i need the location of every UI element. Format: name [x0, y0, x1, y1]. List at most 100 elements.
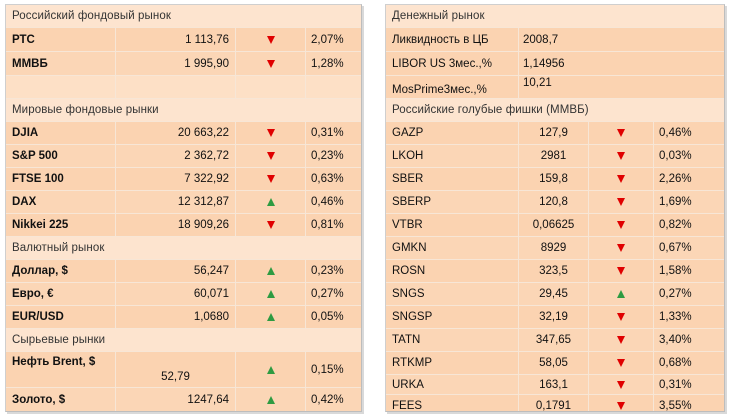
- table-row: TATN 347,65 3,40%: [386, 329, 724, 352]
- ticker-change: 0,03%: [659, 150, 692, 162]
- blue-chips-table: GAZP 127,9 0,46% LKOH 2981 0,03% SBER 159,8 2,26…: [386, 122, 724, 412]
- table-row: Доллар, $ 56,247 0,23%: [6, 260, 361, 283]
- ticker-value: 52,79: [116, 352, 236, 387]
- ticker-name: Золото, $: [6, 388, 116, 411]
- section-fx-market-header: Валютный рынок: [6, 237, 361, 260]
- ticker-name: Доллар, $: [6, 260, 116, 282]
- ticker-change: 3,55%: [659, 400, 692, 412]
- ticker-change: 0,31%: [311, 127, 344, 139]
- ticker-name: DAX: [6, 191, 116, 213]
- ticker-value: 29,45: [519, 283, 589, 305]
- ticker-name: ROSN: [386, 260, 519, 282]
- table-row: VTBR 0,06625 0,82%: [386, 214, 724, 237]
- indicator-value: 10,21: [523, 77, 552, 89]
- ticker-change: 0,23%: [311, 265, 344, 277]
- ticker-change: 0,31%: [659, 378, 692, 391]
- indicator-value: 1,14956: [523, 57, 565, 70]
- ticker-change: 1,69%: [659, 196, 692, 208]
- indicator-name: MosPrime3мес.,%: [386, 76, 519, 98]
- ticker-name: FEES: [386, 395, 519, 411]
- ticker-name: VTBR: [386, 214, 519, 236]
- up-arrow-icon: [236, 352, 306, 387]
- ticker-name: SBER: [386, 168, 519, 190]
- ticker-name: LKOH: [386, 145, 519, 167]
- down-arrow-icon: [589, 329, 654, 351]
- table-row: DAX 12 312,87 0,46%: [6, 191, 361, 214]
- ticker-change: 0,63%: [311, 173, 344, 185]
- ticker-name: Nikkei 225: [6, 214, 116, 236]
- ticker-value: 323,5: [519, 260, 589, 282]
- table-row: Золото, $ 1247,64 0,42%: [6, 388, 361, 411]
- table-row: LIBOR US 3мес.,% 1,14956: [386, 52, 724, 76]
- ticker-value: 1,0680: [116, 306, 236, 328]
- ticker-name: SBERP: [386, 191, 519, 213]
- section-title: Валютный рынок: [12, 242, 105, 254]
- up-arrow-icon: [236, 191, 306, 213]
- table-row: ROSN 323,5 1,58%: [386, 260, 724, 283]
- table-row: RTKMP 58,05 0,68%: [386, 352, 724, 375]
- up-arrow-icon: [589, 283, 654, 305]
- section-title: Российские голубые фишки (ММВБ): [392, 104, 589, 116]
- section-blue-chips-header: Российские голубые фишки (ММВБ): [386, 99, 724, 122]
- table-row: MosPrime3мес.,% 10,21: [386, 76, 724, 99]
- table-row: DJIA 20 663,22 0,31%: [6, 122, 361, 145]
- section-title: Сырьевые рынки: [12, 334, 106, 346]
- ticker-value: 18 909,26: [116, 214, 236, 236]
- table-row: Евро, € 60,071 0,27%: [6, 283, 361, 306]
- ticker-change: 0,82%: [659, 219, 692, 231]
- ticker-value: 347,65: [519, 329, 589, 351]
- ticker-name: SNGS: [386, 283, 519, 305]
- down-arrow-icon: [589, 352, 654, 374]
- up-arrow-icon: [236, 306, 306, 328]
- ticker-change: 0,81%: [311, 219, 344, 231]
- down-arrow-icon: [236, 145, 306, 167]
- section-money-market-header: Денежный рынок: [386, 5, 724, 28]
- ticker-change: 0,27%: [659, 288, 692, 300]
- table-row: SBERP 120,8 1,69%: [386, 191, 724, 214]
- ticker-value: 2981: [519, 145, 589, 167]
- ticker-change: 0,23%: [311, 150, 344, 162]
- table-row: Ликвидность в ЦБ 2008,7: [386, 28, 724, 52]
- up-arrow-icon: [236, 388, 306, 411]
- ticker-value: 60,071: [116, 283, 236, 305]
- ticker-change: 1,28%: [311, 57, 344, 70]
- ticker-value: 0,06625: [519, 214, 589, 236]
- ticker-value: 120,8: [519, 191, 589, 213]
- ticker-value: 20 663,22: [116, 122, 236, 144]
- down-arrow-icon: [236, 168, 306, 190]
- left-market-panel: Российский фондовый рынок РТС 1 113,76 2…: [5, 4, 362, 412]
- ticker-change: 0,05%: [311, 311, 344, 323]
- ticker-value: 12 312,87: [116, 191, 236, 213]
- down-arrow-icon: [589, 168, 654, 190]
- table-row: EUR/USD 1,0680 0,05%: [6, 306, 361, 329]
- down-arrow-icon: [589, 395, 654, 411]
- ticker-change: 0,68%: [659, 357, 692, 369]
- indicator-value: 2008,7: [523, 33, 559, 46]
- empty-row: [6, 76, 361, 99]
- ticker-change: 0,46%: [659, 127, 692, 139]
- down-arrow-icon: [236, 28, 306, 51]
- ticker-name: URKA: [386, 375, 519, 394]
- ticker-value: 1247,64: [116, 388, 236, 411]
- ticker-change: 0,15%: [311, 363, 344, 376]
- section-world-markets-header: Мировые фондовые рынки: [6, 99, 361, 122]
- ticker-name: FTSE 100: [6, 168, 116, 190]
- indicator-name: LIBOR US 3мес.,%: [386, 52, 519, 75]
- ticker-value: 163,1: [519, 375, 589, 394]
- ticker-name: SNGSP: [386, 306, 519, 328]
- ticker-name: S&P 500: [6, 145, 116, 167]
- ticker-name: Нефть Brent, $: [6, 352, 116, 387]
- table-row: URKA 163,1 0,31%: [386, 375, 724, 395]
- ticker-value: 32,19: [519, 306, 589, 328]
- ticker-name: ММВБ: [6, 52, 116, 75]
- up-arrow-icon: [236, 283, 306, 305]
- ticker-value: 1 113,76: [116, 28, 236, 51]
- ticker-value: 159,8: [519, 168, 589, 190]
- ticker-value: 7 322,92: [116, 168, 236, 190]
- down-arrow-icon: [589, 237, 654, 259]
- ticker-name: РТС: [6, 28, 116, 51]
- ticker-value: 58,05: [519, 352, 589, 374]
- up-arrow-icon: [236, 260, 306, 282]
- right-market-panel: Денежный рынок Ликвидность в ЦБ 2008,7 L…: [385, 4, 725, 412]
- down-arrow-icon: [236, 214, 306, 236]
